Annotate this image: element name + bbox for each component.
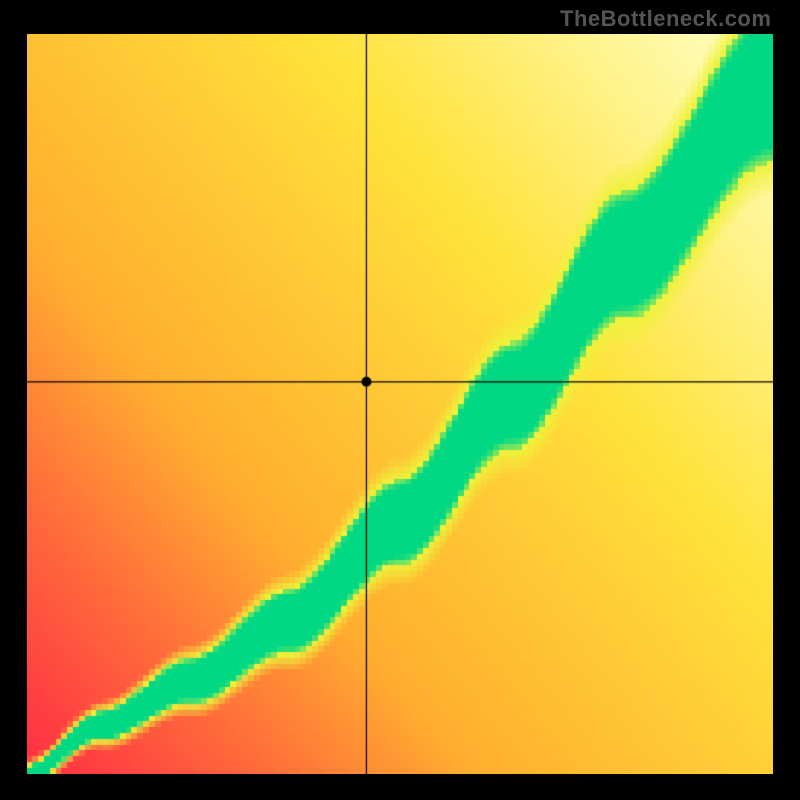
outer-frame: TheBottleneck.com: [0, 0, 800, 800]
watermark-text: TheBottleneck.com: [560, 6, 771, 32]
heatmap-canvas: [27, 34, 773, 774]
